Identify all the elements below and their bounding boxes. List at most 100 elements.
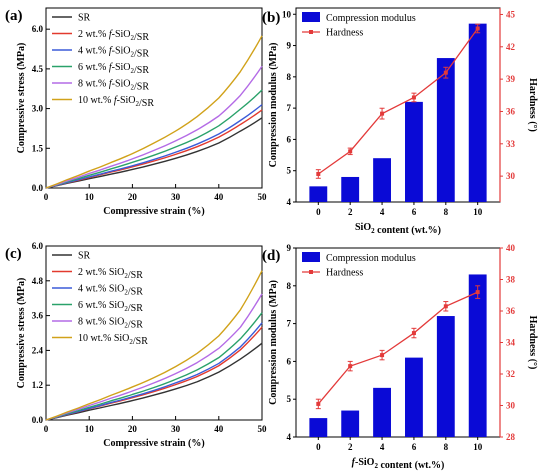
bar: [468, 274, 487, 437]
hardness-point: [411, 95, 416, 100]
y-tick-label: 6.0: [32, 24, 44, 34]
hardness-point: [443, 70, 448, 75]
x-tick-label: 40: [214, 424, 224, 434]
series-line: [45, 104, 263, 189]
legend-label: SR: [78, 13, 91, 24]
legend-swatch-bar: [302, 12, 320, 22]
x-tick-label: 10: [85, 192, 95, 202]
x-tick-label: 0: [316, 207, 321, 217]
legend-label: 4 wt.% f-SiO2/SR: [78, 46, 149, 60]
bar: [341, 176, 360, 202]
legend-label: 6 wt.% f-SiO2/SR: [78, 62, 149, 76]
legend-label: 10 wt.% SiO2/SR: [78, 333, 148, 347]
y-tick-label: 8: [287, 281, 292, 291]
x-tick-label: 8: [444, 442, 449, 452]
series-line: [45, 109, 263, 189]
plot-frame: [45, 7, 263, 189]
x-tick-label: 0: [44, 424, 49, 434]
y-axis-label: Compressive stress (MPa): [16, 278, 27, 389]
y-right-tick-label: 36: [506, 306, 516, 316]
panel-label: (c): [5, 246, 22, 262]
y-right-tick-label: 30: [506, 171, 516, 181]
y-tick-label: 4: [287, 197, 292, 207]
y-right-tick-label: 33: [506, 139, 516, 149]
legend-label: Hardness: [326, 268, 363, 279]
series-line: [45, 65, 263, 189]
y-tick-label: 1.2: [32, 380, 44, 390]
y-tick-label: 9: [287, 41, 292, 51]
legend-label: 8 wt.% f-SiO2/SR: [78, 79, 149, 93]
y-tick-label: 10: [282, 9, 292, 19]
y-right-tick-label: 39: [506, 74, 516, 84]
y-right-tick-label: 32: [506, 369, 516, 379]
bar: [436, 58, 455, 203]
x-tick-label: 8: [444, 207, 449, 217]
legend-swatch-bar: [302, 252, 320, 262]
y-tick-label: 7: [287, 103, 292, 113]
y-right-tick-label: 40: [506, 243, 516, 253]
hardness-point: [475, 290, 480, 295]
bar: [309, 186, 328, 202]
y-right-axis-label: Hardness (°): [527, 78, 538, 132]
panel-c: 0 10 20 30 40 50 0.0 1.2 2.4 3.6 4.8 6.0 Compressive…: [5, 241, 267, 449]
legend-label: 8 wt.% SiO2/SR: [78, 317, 143, 331]
y-tick-label: 8: [287, 72, 292, 82]
bar: [436, 316, 455, 437]
y-right-tick-label: 30: [506, 401, 516, 411]
panel-label: (b): [262, 10, 280, 26]
series-line: [45, 293, 263, 421]
y-tick-label: 0.0: [32, 183, 44, 193]
series-line: [45, 117, 263, 189]
x-tick-label: 50: [258, 192, 268, 202]
x-tick-label: 30: [171, 424, 181, 434]
y-tick-label: 6.0: [32, 241, 44, 251]
y-tick-label: 3.6: [32, 311, 44, 321]
legend-label: Hardness: [326, 28, 363, 39]
x-tick-label: 20: [128, 424, 138, 434]
y-tick-label: 2.4: [32, 345, 44, 355]
hardness-point: [316, 401, 321, 406]
y-tick-label: 6: [287, 134, 292, 144]
x-tick-label: 30: [171, 192, 181, 202]
legend-label: SR: [78, 251, 91, 262]
hardness-line: [317, 291, 478, 405]
series-line: [45, 270, 263, 421]
x-tick-label: 0: [316, 442, 321, 452]
hardness-point: [411, 331, 416, 336]
x-tick-label: 2: [348, 442, 353, 452]
legend-swatch-marker: [309, 270, 313, 274]
y-tick-label: 4.5: [32, 64, 44, 74]
legend-label: Compression modulus: [326, 13, 416, 24]
bar: [405, 357, 423, 437]
y-tick-label: 7: [287, 319, 292, 329]
y-tick-label: 6: [287, 356, 292, 366]
x-axis-label: SiO2 content (wt.%): [355, 222, 441, 236]
bar: [373, 387, 391, 437]
series-line: [45, 322, 263, 421]
y-right-axis-label: Hardness (°): [527, 316, 538, 370]
hardness-point: [475, 26, 480, 31]
y-tick-label: 9: [287, 243, 292, 253]
y-right-tick-label: 45: [506, 9, 516, 19]
hardness-point: [380, 353, 385, 358]
hardness-point: [348, 364, 353, 369]
y-axis-label: Compression modulus (MPa): [268, 280, 279, 405]
x-tick-label: 40: [214, 192, 224, 202]
bar: [341, 410, 360, 437]
y-tick-label: 0.0: [32, 415, 44, 425]
y-right-tick-label: 38: [506, 275, 516, 285]
y-tick-label: 5: [287, 394, 292, 404]
x-tick-label: 4: [380, 442, 385, 452]
legend-swatch-marker: [309, 30, 313, 34]
x-tick-label: 6: [412, 207, 417, 217]
legend-label: 6 wt.% SiO2/SR: [78, 300, 143, 314]
hardness-line: [317, 28, 479, 175]
y-right-tick-label: 36: [506, 106, 516, 116]
bar: [405, 101, 423, 202]
x-tick-label: 6: [412, 442, 417, 452]
y-axis-label: Compression modulus (MPa): [268, 43, 279, 168]
x-tick-label: 10: [473, 442, 483, 452]
y-tick-label: 5: [287, 166, 292, 176]
series-line: [45, 312, 263, 421]
